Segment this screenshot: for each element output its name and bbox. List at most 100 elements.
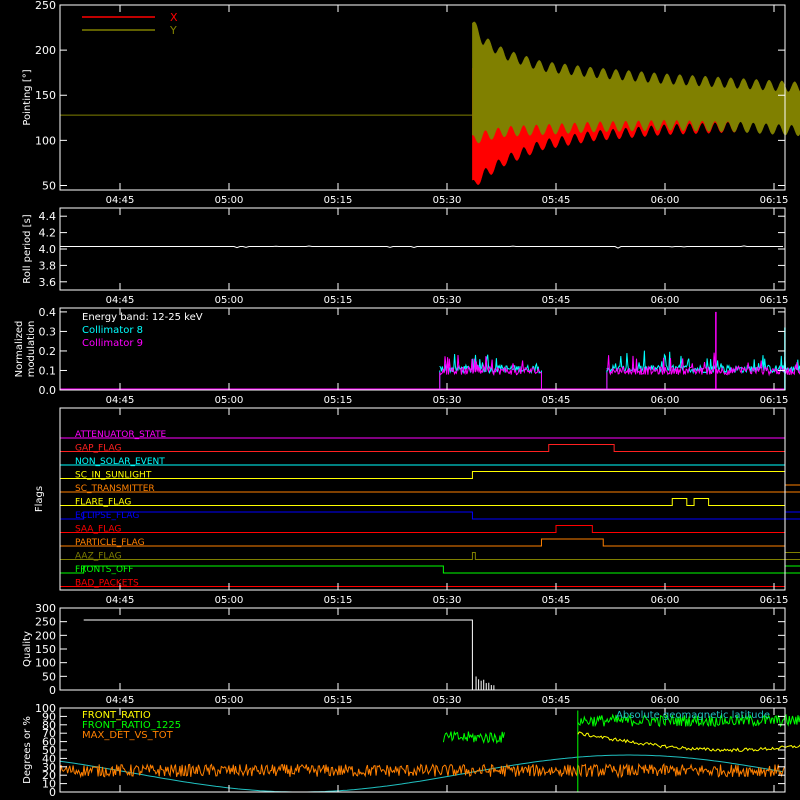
y-tick-label-roll: 3.8	[39, 259, 57, 272]
flag-label-gap-flag: GAP_FLAG	[75, 444, 121, 454]
flag-label-flare-flag: FLARE_FLAG	[75, 498, 131, 508]
y-tick-label-quality: 100	[35, 657, 56, 670]
legend-label-ratio-1: FRONT_RATIO_1225	[82, 720, 181, 731]
y-tick-label-pointing: 50	[42, 179, 56, 192]
x-tick-label-roll: 04:45	[106, 295, 135, 306]
x-tick-label-modulation: 05:00	[215, 395, 244, 406]
legend-label-collimator-8: Collimator 8	[82, 325, 143, 336]
x-tick-label-quality: 06:00	[651, 695, 680, 706]
x-tick-label-pointing: 05:00	[215, 195, 244, 206]
y-tick-label-modulation: 0.2	[39, 345, 57, 358]
x-tick-label-modulation: 05:30	[433, 395, 462, 406]
panel-frame-pointing	[59, 4, 786, 191]
y-axis-label-quality: Quality	[22, 631, 33, 667]
y-tick-label-modulation: 0.3	[39, 325, 57, 338]
y-tick-label-ratios: 50	[42, 744, 56, 757]
y-tick-label-ratios: 30	[42, 761, 56, 774]
y-tick-label-ratios: 80	[42, 719, 56, 732]
x-tick-label-modulation: 06:15	[760, 395, 789, 406]
ratio-front-line	[577, 731, 800, 753]
x-tick-label-pointing: 05:15	[324, 195, 353, 206]
legend-label-geomag: Absolute geomagnetic latitude	[616, 710, 770, 721]
y-tick-label-ratios: 0	[49, 786, 56, 799]
y-axis-label-modulation: Normalized	[14, 321, 25, 378]
x-tick-label-quality: 04:45	[106, 695, 135, 706]
flag-line-gap-flag	[60, 444, 785, 452]
modulation-series-9-seg	[606, 352, 800, 377]
x-tick-label-flags: 06:00	[651, 595, 680, 606]
flag-label-eclipse-flag: ECLIPSE_FLAG	[75, 511, 139, 521]
flag-label-non-solar-event: NON_SOLAR_EVENT	[75, 457, 165, 467]
flag-line-fronts-off	[60, 565, 800, 574]
x-tick-label-roll: 05:30	[433, 295, 462, 306]
y-tick-label-quality: 50	[42, 670, 56, 683]
x-tick-label-modulation: 06:00	[651, 395, 680, 406]
x-tick-label-roll: 05:15	[324, 295, 353, 306]
x-tick-label-flags: 04:45	[106, 595, 135, 606]
y-tick-label-ratios: 20	[42, 769, 56, 782]
legend-label-collimator-9: Collimator 9	[82, 338, 143, 349]
x-tick-label-quality: 05:30	[433, 695, 462, 706]
y-axis-label-pointing: Pointing [°]	[22, 69, 33, 125]
y-tick-label-pointing: 200	[35, 44, 56, 57]
x-tick-label-quality: 05:45	[542, 695, 571, 706]
x-tick-label-flags: 05:30	[433, 595, 462, 606]
flag-line-eclipse-flag	[60, 511, 800, 520]
y-tick-label-roll: 4.4	[39, 210, 57, 223]
y-tick-label-roll: 3.6	[39, 276, 57, 289]
x-tick-label-roll: 05:45	[542, 295, 571, 306]
x-tick-label-flags: 05:00	[215, 595, 244, 606]
y-tick-label-quality: 150	[35, 643, 56, 656]
x-tick-label-roll: 06:15	[760, 295, 789, 306]
pointing-band-y	[472, 21, 800, 144]
y-axis-label-roll: Roll period [s]	[22, 214, 33, 283]
modulation-series-9-seg	[439, 354, 542, 376]
flag-label-sc-in-sunlight: SC_IN_SUNLIGHT	[75, 471, 152, 481]
y-axis-label-ratios: Degrees or %	[22, 716, 33, 784]
y-tick-label-modulation: 0.4	[39, 306, 57, 319]
flag-label-saa-flag: SAA_FLAG	[75, 525, 121, 535]
flag-line-aaz-flag	[60, 552, 800, 560]
legend-label-ratio-2: MAX_DET_VS_TOT	[82, 730, 174, 741]
y-tick-label-modulation: 0.0	[39, 384, 57, 397]
flag-label-bad-packets: BAD_PACKETS	[75, 579, 139, 589]
x-tick-label-pointing: 05:45	[542, 195, 571, 206]
roll-period-line	[60, 245, 783, 249]
panel-frame-flags	[59, 407, 786, 591]
y-tick-label-pointing: 150	[35, 89, 56, 102]
y-tick-label-quality: 250	[35, 616, 56, 629]
legend-label-x: X	[170, 11, 178, 24]
modulation-series-8-seg	[439, 353, 541, 375]
flag-line-particle-flag	[60, 538, 785, 547]
x-tick-label-modulation: 05:45	[542, 395, 571, 406]
x-tick-label-flags: 06:15	[760, 595, 789, 606]
x-tick-label-quality: 05:00	[215, 695, 244, 706]
y-tick-label-roll: 4.2	[39, 227, 57, 240]
y-tick-label-ratios: 60	[42, 736, 56, 749]
x-tick-label-quality: 06:15	[760, 695, 789, 706]
flag-label-particle-flag: PARTICLE_FLAG	[75, 538, 145, 548]
flag-label-sc-transmitter: SC_TRANSMITTER	[75, 484, 155, 494]
x-tick-label-quality: 05:15	[324, 695, 353, 706]
y-tick-label-pointing: 100	[35, 134, 56, 147]
panel-frame-modulation	[59, 307, 786, 391]
y-tick-label-ratios: 70	[42, 727, 56, 740]
flag-line-flare-flag	[60, 498, 785, 506]
y-tick-label-quality: 200	[35, 629, 56, 642]
flag-line-saa-flag	[60, 525, 785, 533]
x-tick-label-modulation: 04:45	[106, 395, 135, 406]
y-axis-label-modulation-2: modulation	[26, 321, 37, 378]
flag-label-fronts-off: FRONTS_OFF	[75, 565, 133, 575]
y-tick-label-modulation: 0.1	[39, 364, 57, 377]
ratio-front-1225-line	[442, 730, 505, 745]
y-tick-label-ratios: 10	[42, 778, 56, 791]
y-tick-label-ratios: 100	[35, 702, 56, 715]
y-tick-label-quality: 300	[35, 602, 56, 615]
x-tick-label-roll: 06:00	[651, 295, 680, 306]
x-tick-label-pointing: 04:45	[106, 195, 135, 206]
modulation-series-8-seg	[606, 350, 800, 375]
x-tick-label-pointing: 05:30	[433, 195, 462, 206]
x-tick-label-pointing: 06:00	[651, 195, 680, 206]
x-tick-label-roll: 05:00	[215, 295, 244, 306]
